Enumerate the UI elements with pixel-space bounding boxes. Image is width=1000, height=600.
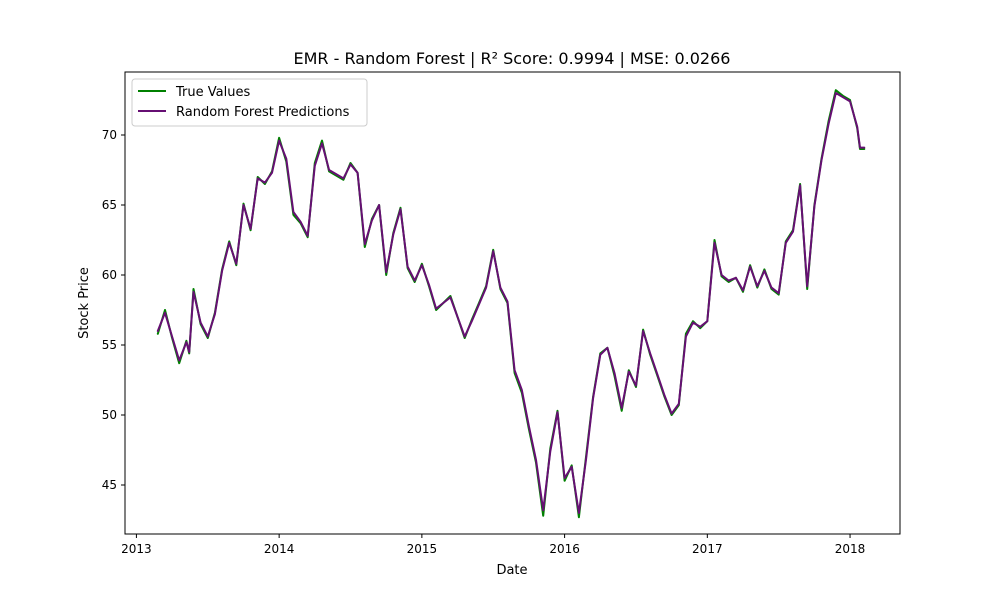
legend-label: True Values xyxy=(175,85,250,100)
series-layer xyxy=(156,89,866,519)
legend-item: True Values xyxy=(138,85,250,100)
y-tick-label: 70 xyxy=(102,128,117,142)
y-axis-label: Stock Price xyxy=(77,267,92,339)
series-line-1 xyxy=(156,89,866,519)
plot-frame xyxy=(124,71,901,535)
y-tick-label: 45 xyxy=(102,478,117,492)
x-tick-label: 2014 xyxy=(264,542,295,556)
x-tick-label: 2017 xyxy=(692,542,723,556)
legend-label: Random Forest Predictions xyxy=(176,105,350,120)
x-tick-label: 2013 xyxy=(121,542,152,556)
x-tick-label: 2018 xyxy=(835,542,866,556)
y-tick-label: 60 xyxy=(102,268,117,282)
legend-item: Random Forest Predictions xyxy=(138,105,350,120)
y-axis: 45 50 55 60 65 70 xyxy=(102,128,125,492)
y-tick-label: 55 xyxy=(102,338,117,352)
x-tick-label: 2015 xyxy=(407,542,438,556)
x-axis: 2013 2014 2015 2016 2017 2018 xyxy=(121,534,865,556)
x-tick-label: 2016 xyxy=(549,542,580,556)
y-tick-label: 50 xyxy=(102,408,117,422)
x-axis-label: Date xyxy=(496,563,527,578)
series-line-2 xyxy=(156,92,866,514)
y-tick-label: 65 xyxy=(102,198,117,212)
legend-box xyxy=(131,78,368,127)
legend: True Values Random Forest Predictions xyxy=(131,78,368,127)
chart-title: EMR - Random Forest | R² Score: 0.9994 |… xyxy=(294,49,731,68)
